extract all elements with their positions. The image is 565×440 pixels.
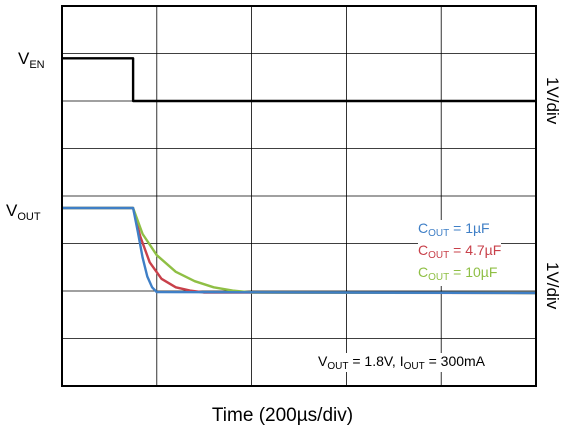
- test-conditions: VOUT = 1.8V, IOUT = 300mA: [318, 353, 486, 372]
- legend-entry-10uf: COUT = 10µF: [418, 264, 502, 286]
- legend: COUT = 1µF COUT = 4.7µF COUT = 10µF: [418, 220, 502, 286]
- plot-frame: [61, 5, 537, 387]
- series-line-ven: [62, 57, 536, 103]
- ven-channel-label: VEN: [18, 49, 45, 71]
- traces: [62, 57, 537, 295]
- series-line-vout-1: [62, 206, 537, 295]
- legend-entry-1uf: COUT = 1µF: [418, 220, 502, 242]
- vout-scale-label: 1V/div: [543, 262, 562, 310]
- x-axis-title: Time (200µs/div): [211, 405, 354, 426]
- ven-scale-label: 1V/div: [543, 77, 562, 125]
- legend-entry-4-7uf: COUT = 4.7µF: [418, 242, 502, 264]
- vout-channel-label: VOUT: [6, 201, 41, 223]
